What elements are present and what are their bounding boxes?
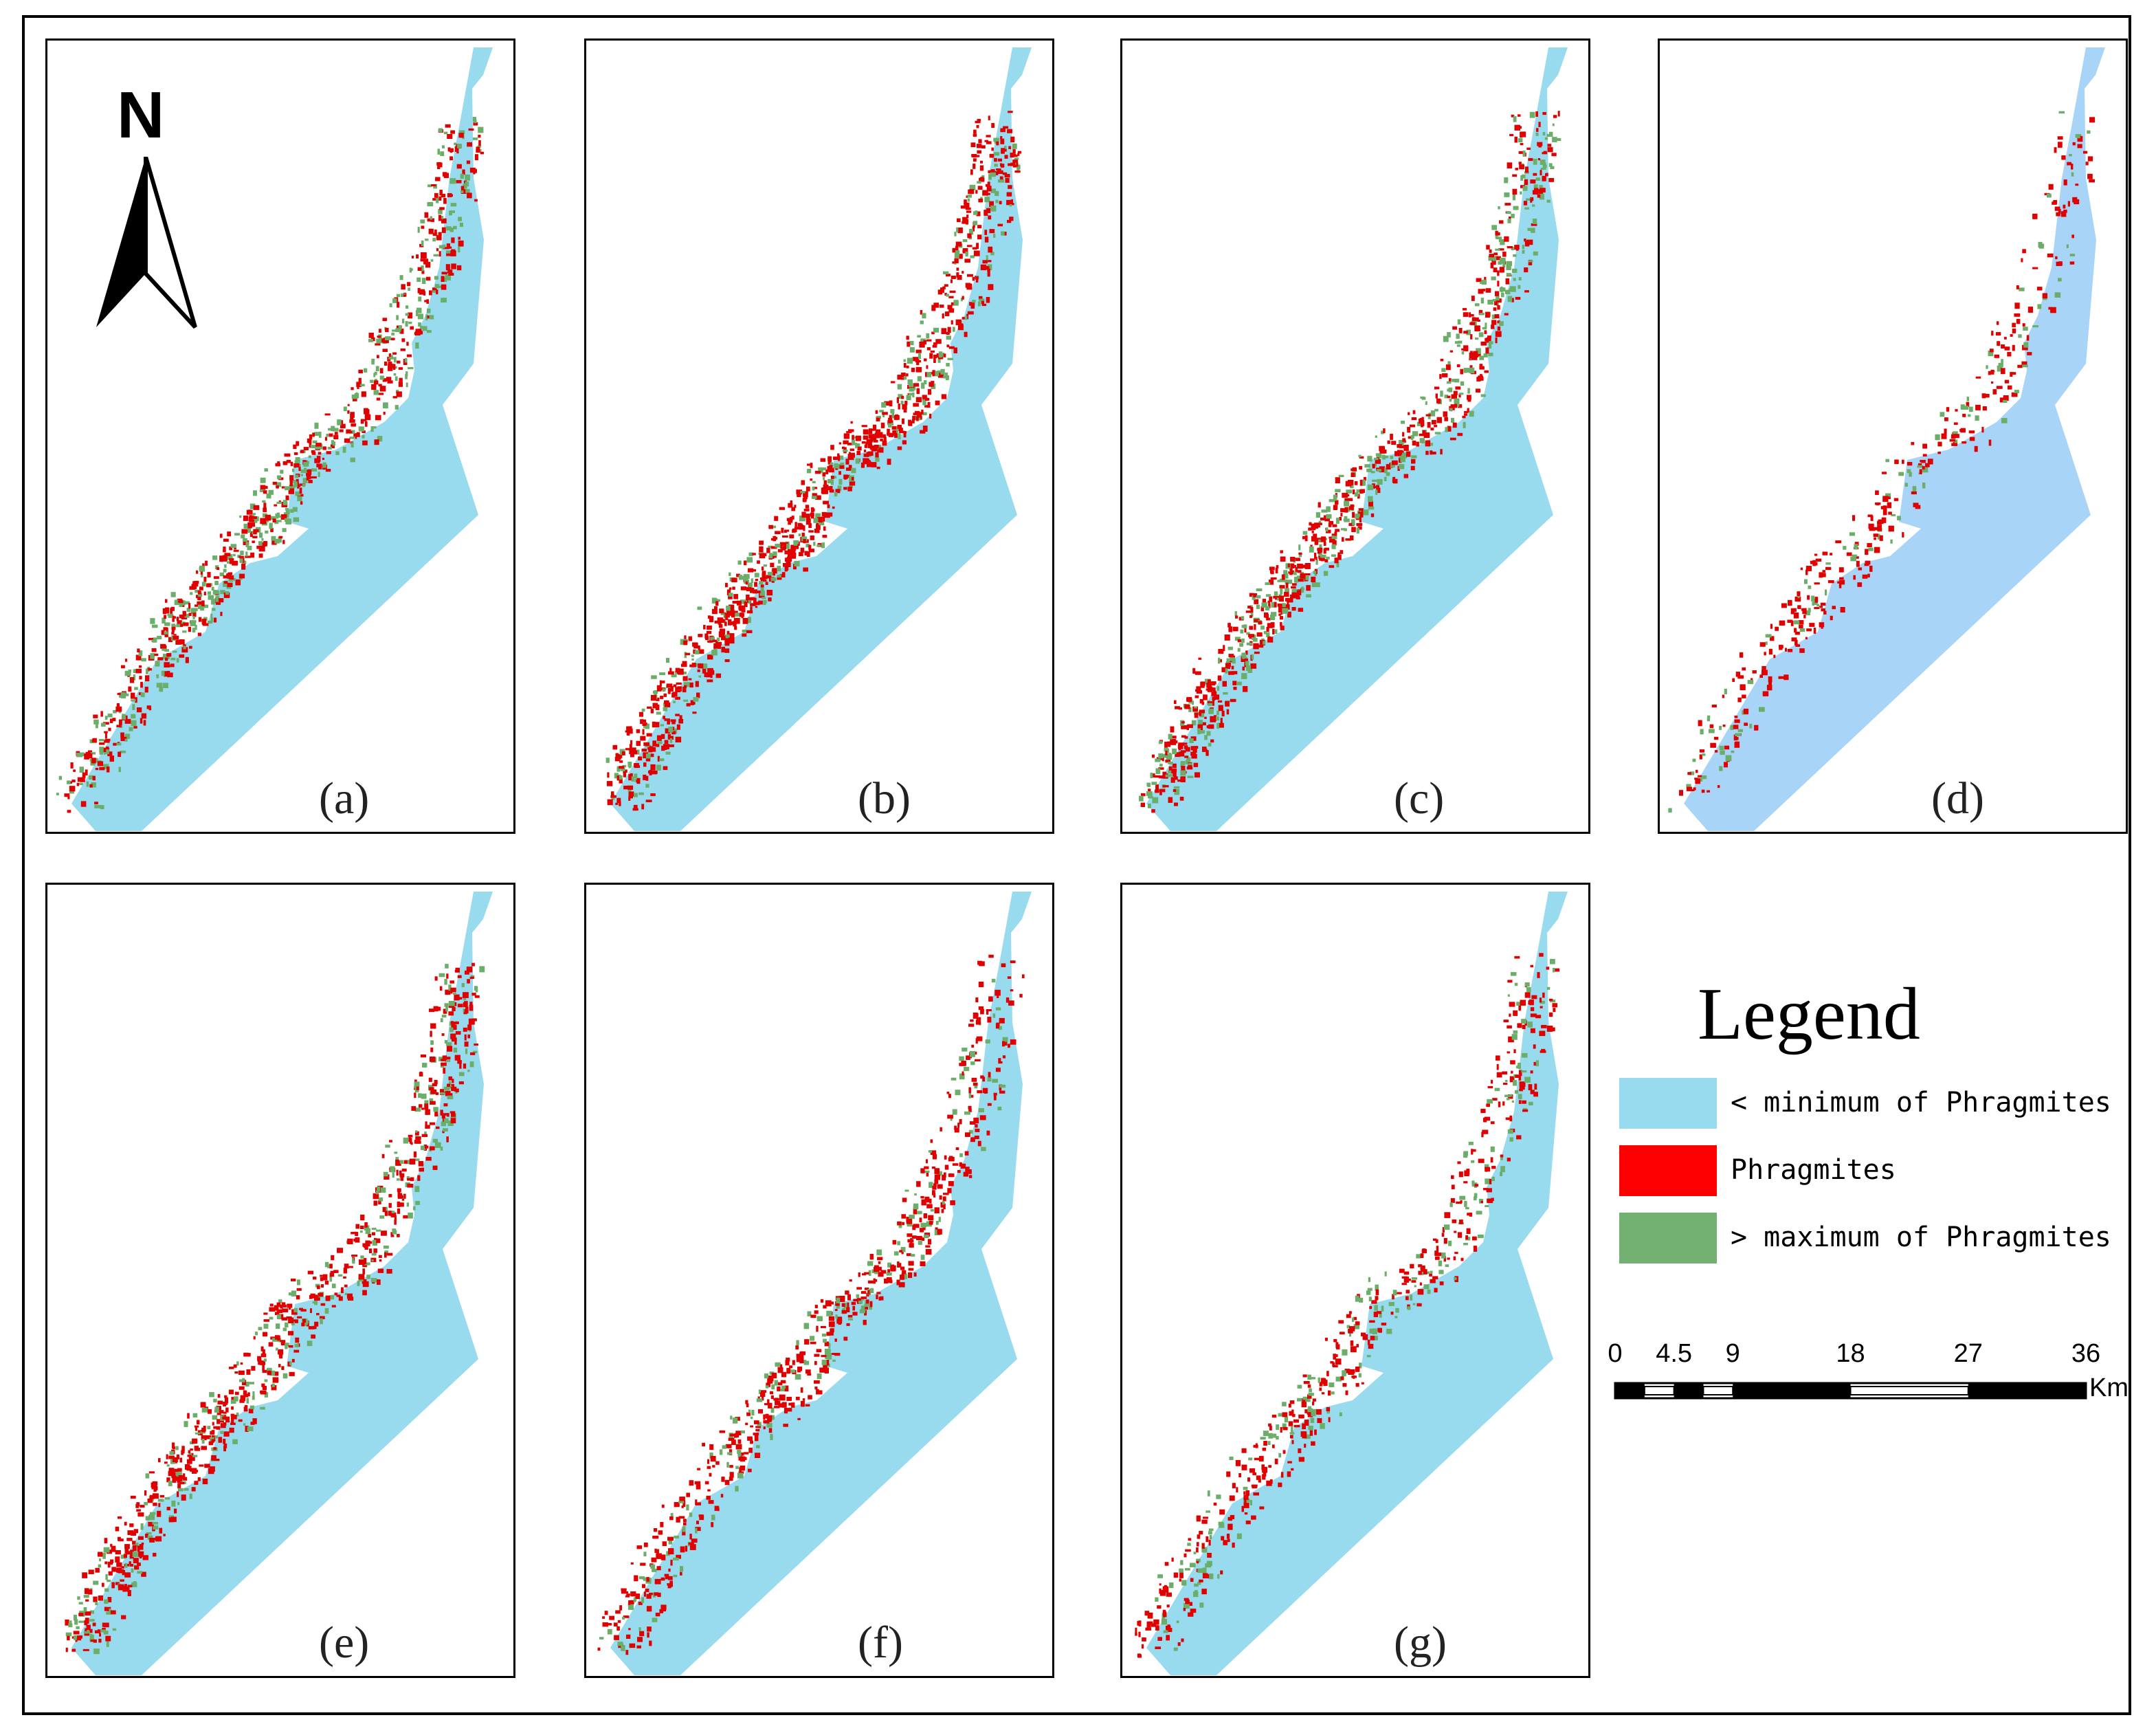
- vegetation-pixels: [1135, 953, 1560, 1658]
- scale-tick-label: 18: [1836, 1339, 1865, 1368]
- panel-label: (c): [1394, 773, 1445, 824]
- map-panel: (e): [45, 883, 515, 1678]
- panel-label: (a): [319, 773, 370, 824]
- vegetation-pixels: [1139, 111, 1562, 813]
- lake-map: [65, 892, 493, 1675]
- map-panel: (g): [1120, 883, 1590, 1678]
- scale-bar: 0 4.5 9 18 27 36 Km: [1608, 1340, 2144, 1423]
- vegetation-pixels: [605, 111, 1022, 811]
- scale-tick-label: 4.5: [1656, 1339, 1693, 1368]
- map-panel: (a): [45, 38, 515, 834]
- figure-frame: [22, 15, 2131, 1715]
- legend-swatch: [1619, 1145, 1717, 1196]
- scale-tick-label: 9: [1725, 1339, 1740, 1368]
- legend-item-above-max: > maximum of Phragmites: [1619, 1213, 2142, 1263]
- north-arrow-icon: [96, 157, 197, 329]
- water-region: [1146, 47, 1568, 831]
- legend-title: Legend: [1698, 973, 1920, 1055]
- water-region: [71, 47, 493, 831]
- legend: Legend < minimum of Phragmites Phragmite…: [1608, 969, 2144, 1450]
- north-letter: N: [117, 78, 165, 152]
- lake-map: [56, 47, 493, 831]
- legend-label: > maximum of Phragmites: [1731, 1222, 2111, 1253]
- legend-item-phragmites: Phragmites: [1619, 1145, 2142, 1196]
- map-panel: (b): [584, 38, 1054, 834]
- panel-label: (f): [858, 1618, 903, 1668]
- scale-tick-label: 27: [1953, 1339, 1983, 1368]
- water-region: [610, 892, 1032, 1675]
- legend-label: Phragmites: [1731, 1154, 1896, 1186]
- lake-map: [605, 47, 1032, 831]
- water-region: [1684, 47, 2105, 831]
- legend-label: < minimum of Phragmites: [1731, 1087, 2111, 1118]
- lake-map: [1139, 47, 1568, 831]
- legend-swatch: [1619, 1213, 1717, 1263]
- lake-map: [597, 892, 1032, 1675]
- map-panel: (f): [584, 883, 1054, 1678]
- north-arrow: N: [91, 82, 201, 344]
- scale-tick-label: 36: [2071, 1339, 2101, 1368]
- water-region: [610, 47, 1032, 831]
- legend-swatch: [1619, 1078, 1717, 1129]
- scale-tick-label: 0: [1608, 1339, 1623, 1368]
- vegetation-pixels: [1668, 111, 2096, 813]
- scale-unit: Km: [2089, 1373, 2129, 1402]
- panel-label: (d): [1931, 773, 1984, 824]
- legend-item-below-min: < minimum of Phragmites: [1619, 1078, 2142, 1129]
- vegetation-pixels: [56, 117, 485, 813]
- scale-bar-graphic: [1614, 1382, 2087, 1400]
- map-panel: (d): [1658, 38, 2128, 834]
- vegetation-pixels: [597, 954, 1025, 1655]
- vegetation-pixels: [65, 962, 485, 1655]
- panel-label: (g): [1394, 1618, 1447, 1668]
- lake-map: [1135, 892, 1568, 1675]
- lake-map: [1668, 47, 2105, 831]
- map-panel: (c): [1120, 38, 1590, 834]
- panel-label: (b): [858, 773, 911, 824]
- water-region: [1146, 892, 1568, 1675]
- water-region: [71, 892, 493, 1675]
- panel-label: (e): [319, 1618, 370, 1668]
